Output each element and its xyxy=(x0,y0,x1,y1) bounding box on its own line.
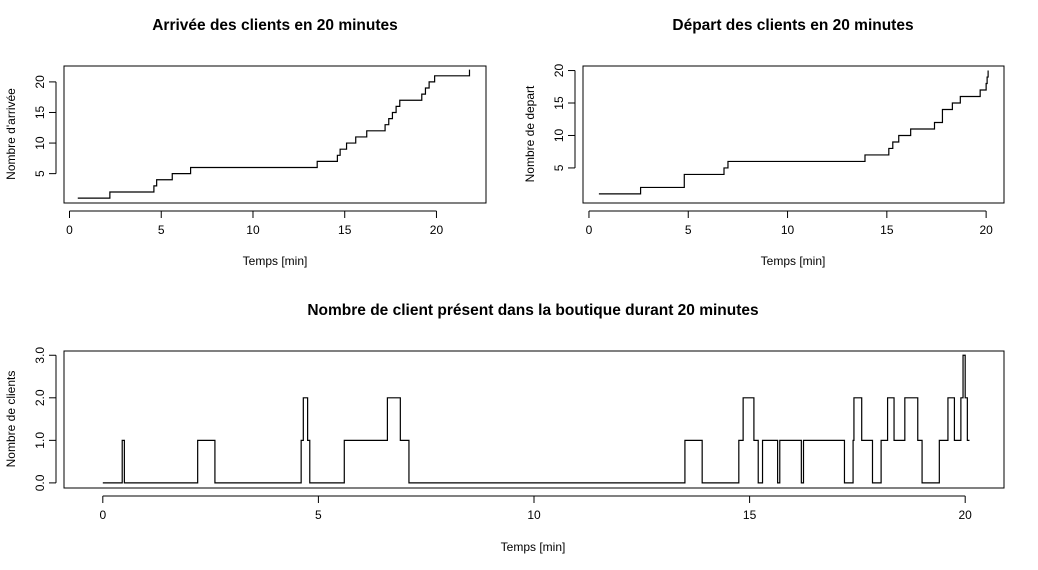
present-x-tick-label: 15 xyxy=(743,508,757,522)
present-x-label: Temps [min] xyxy=(501,540,566,554)
arrivals-plot-frame xyxy=(63,65,487,204)
departures-x-tick-label: 15 xyxy=(880,223,894,237)
present-y-tick-label: 0.0 xyxy=(33,474,47,491)
arrivals-y-tick-label: 5 xyxy=(33,170,47,177)
departures-y-tick-label: 10 xyxy=(552,128,566,142)
present-chart: Nombre de client présent dans la boutiqu… xyxy=(4,302,1005,554)
arrivals-y-label: Nombre d'arrivée xyxy=(4,88,18,180)
present-title: Nombre de client présent dans la boutiqu… xyxy=(307,302,758,319)
departures-y-label: Nombre de depart xyxy=(523,85,537,182)
present-y-label: Nombre de clients xyxy=(4,371,18,468)
departures-y-tick-label: 20 xyxy=(552,64,566,78)
arrivals-y-tick-label: 10 xyxy=(33,136,47,150)
departures-title: Départ des clients en 20 minutes xyxy=(672,17,913,34)
present-y-tick-label: 1.0 xyxy=(33,432,47,449)
arrivals-x-tick-label: 20 xyxy=(430,223,444,237)
present-y-tick-label: 2.0 xyxy=(33,389,47,406)
present-x-tick-label: 10 xyxy=(527,508,541,522)
departures-series-line xyxy=(598,70,989,195)
present-plot-frame xyxy=(63,350,1005,489)
arrivals-chart: Arrivée des clients en 20 minutes 0 5 10 15… xyxy=(4,17,487,268)
arrivals-y-tick-label: 20 xyxy=(33,75,47,89)
departures-ticks: 0 5 10 15 20 5 10 15 20 xyxy=(552,64,993,237)
arrivals-x-tick-label: 0 xyxy=(66,223,73,237)
departures-y-tick-label: 15 xyxy=(552,96,566,110)
departures-x-tick-label: 5 xyxy=(685,223,692,237)
present-ticks: 0 5 10 15 20 0.0 1.0 2.0 3.0 xyxy=(33,347,972,522)
departures-chart: Départ des clients en 20 minutes 0 5 10 15 2… xyxy=(523,17,1005,268)
present-y-tick-label: 3.0 xyxy=(33,347,47,364)
arrivals-y-tick-label: 15 xyxy=(33,105,47,119)
departures-x-tick-label: 10 xyxy=(781,223,795,237)
arrivals-x-tick-label: 5 xyxy=(158,223,165,237)
departures-x-tick-label: 0 xyxy=(586,223,593,237)
arrivals-x-tick-label: 15 xyxy=(338,223,352,237)
arrivals-x-tick-label: 10 xyxy=(246,223,260,237)
arrivals-ticks: 0 5 10 15 20 5 10 15 20 xyxy=(33,75,443,237)
present-x-tick-label: 20 xyxy=(959,508,973,522)
present-series-line xyxy=(102,354,970,484)
arrivals-title: Arrivée des clients en 20 minutes xyxy=(152,17,398,34)
present-x-tick-label: 5 xyxy=(315,508,322,522)
arrivals-x-label: Temps [min] xyxy=(243,254,308,268)
departures-plot-frame xyxy=(582,65,1005,204)
arrivals-series-line xyxy=(77,69,471,199)
present-x-tick-label: 0 xyxy=(99,508,106,522)
departures-x-label: Temps [min] xyxy=(761,254,826,268)
departures-y-tick-label: 5 xyxy=(552,164,566,171)
departures-x-tick-label: 20 xyxy=(979,223,993,237)
